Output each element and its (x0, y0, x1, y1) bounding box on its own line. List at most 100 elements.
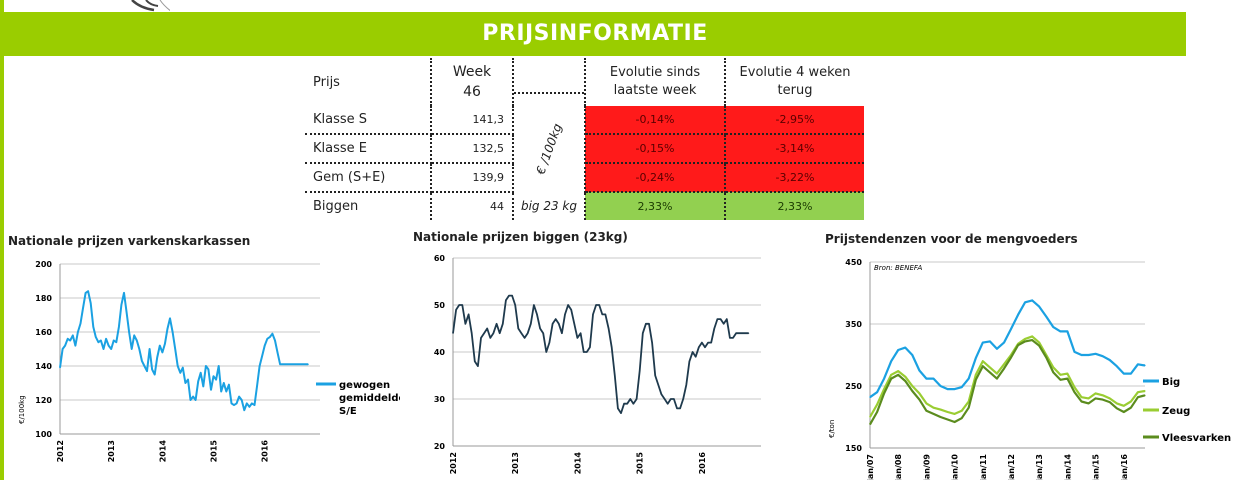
data-point (197, 380, 199, 382)
data-point (1123, 373, 1125, 375)
data-point (210, 389, 212, 391)
data-point (561, 332, 563, 334)
row-label: Klasse S (305, 106, 432, 135)
data-point (707, 342, 709, 344)
data-point (961, 417, 963, 419)
data-point (59, 367, 61, 369)
data-point (1116, 402, 1118, 404)
data-point (876, 404, 878, 406)
data-point (125, 311, 128, 313)
data-point (85, 292, 87, 294)
data-point (911, 385, 913, 387)
data-point (261, 355, 263, 357)
data-point (704, 346, 706, 348)
data-point (527, 332, 529, 334)
x-tick-label: 2015 (636, 452, 645, 474)
data-point (890, 360, 892, 362)
chart-carcass-prices: 100 120 140 160 180 200 2012 2013 2014 2015 2016 €/… (18, 260, 400, 462)
data-point (276, 351, 279, 353)
data-point (496, 323, 498, 325)
data-point (1088, 397, 1090, 399)
header-unit-spacer (513, 58, 586, 106)
data-point (701, 342, 703, 344)
data-point (890, 374, 892, 376)
data-point (1052, 366, 1054, 368)
row-value: 44 (431, 192, 514, 220)
data-point (128, 331, 130, 333)
x-tick-label: jan/11 (979, 454, 988, 480)
data-point (259, 365, 261, 367)
data-point (156, 356, 158, 359)
row-evo-week: -0,24% (585, 163, 726, 193)
data-point (968, 378, 970, 380)
data-point (1059, 379, 1061, 381)
data-point (968, 407, 970, 409)
data-point (710, 342, 712, 344)
data-point (536, 313, 538, 315)
data-point (1031, 339, 1033, 341)
data-point (688, 360, 690, 362)
data-point (1102, 355, 1104, 357)
data-point (1123, 411, 1125, 413)
data-point (1137, 391, 1139, 393)
data-point (623, 403, 625, 405)
y-tick-label: 100 (35, 430, 52, 439)
data-point (1024, 340, 1026, 342)
data-point (1045, 316, 1047, 318)
data-point (138, 348, 140, 350)
data-point (123, 292, 125, 294)
data-point (636, 398, 638, 400)
data-point (87, 290, 89, 292)
logo-fragment (131, 0, 170, 12)
data-point (1144, 390, 1146, 392)
data-point (164, 343, 166, 345)
data-point (975, 374, 977, 376)
data-point (735, 332, 737, 334)
data-point (105, 338, 107, 340)
data-point (1024, 301, 1026, 303)
data-point (657, 384, 659, 386)
data-point (455, 309, 457, 311)
data-point (961, 410, 963, 412)
data-point (205, 365, 207, 367)
table-row: Klasse E 132,5 -0,15% -3,14% (305, 134, 864, 164)
data-point (954, 388, 956, 390)
data-point (1137, 363, 1139, 365)
row-evo-4w: -3,14% (725, 134, 864, 164)
data-point (904, 380, 906, 382)
header-evo-4w: Evolutie 4 weken terug (739, 65, 851, 98)
data-point (74, 345, 76, 347)
data-point (100, 339, 102, 342)
data-point (729, 337, 731, 339)
data-point (645, 323, 647, 325)
data-point (629, 398, 631, 400)
data-point (289, 363, 291, 365)
data-point (1073, 386, 1076, 388)
data-point (1066, 378, 1068, 380)
data-point (166, 328, 169, 330)
data-point (177, 365, 179, 367)
data-point (911, 354, 913, 356)
data-point (182, 367, 184, 369)
data-point (660, 393, 662, 395)
data-point (548, 342, 550, 344)
data-point (248, 406, 250, 408)
x-tick-label: jan/10 (951, 454, 960, 480)
data-point (1003, 363, 1005, 365)
header-evo-week: Evolutie sinds laatste week (585, 58, 726, 106)
row-evo-week: -0,15% (585, 134, 726, 164)
data-point (1010, 356, 1012, 359)
data-point (673, 398, 675, 400)
data-point (738, 332, 740, 334)
data-point (458, 304, 460, 306)
row-evo-4w: -3,22% (725, 163, 864, 193)
data-point (632, 403, 634, 405)
data-point (883, 378, 885, 380)
data-point (69, 339, 71, 342)
data-point (1045, 356, 1047, 359)
data-point (77, 331, 79, 333)
data-point (307, 363, 309, 365)
data-point (932, 413, 935, 415)
data-point (664, 398, 666, 400)
data-point (468, 313, 470, 315)
